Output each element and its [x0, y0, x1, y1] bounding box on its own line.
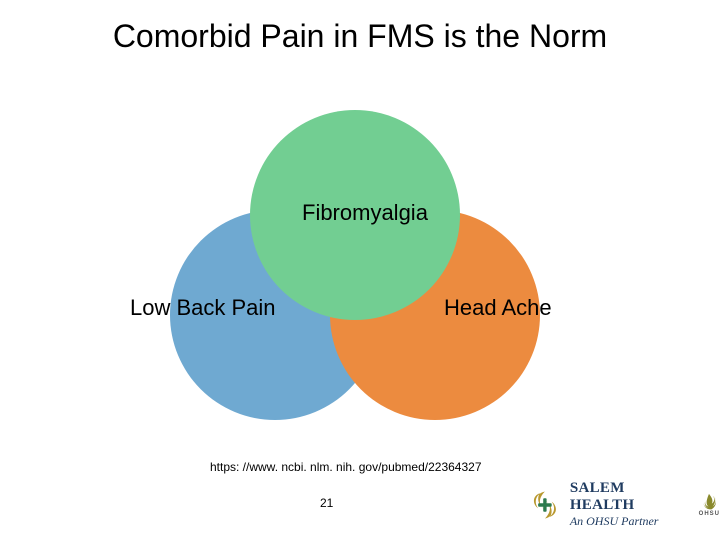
- slide: Comorbid Pain in FMS is the Norm Fibromy…: [0, 0, 720, 540]
- footer-text: SALEM HEALTH An OHSU Partner: [570, 480, 693, 529]
- salem-health-icon: [528, 488, 562, 522]
- footer-brand: SALEM HEALTH: [570, 480, 693, 514]
- slide-title: Comorbid Pain in FMS is the Norm: [0, 18, 720, 55]
- ohsu-sublogo: OHSU: [699, 493, 720, 517]
- venn-label: Head Ache: [444, 295, 552, 321]
- page-number: 21: [320, 496, 333, 510]
- citation-text: https: //www. ncbi. nlm. nih. gov/pubmed…: [210, 460, 482, 474]
- footer-logo-block: SALEM HEALTH An OHSU Partner OHSU: [528, 480, 720, 529]
- ohsu-flame-icon: [700, 493, 718, 511]
- venn-label: Low Back Pain: [130, 295, 276, 321]
- footer-tagline: An OHSU Partner: [570, 514, 693, 529]
- venn-label: Fibromyalgia: [302, 200, 428, 226]
- ohsu-text: OHSU: [699, 511, 720, 517]
